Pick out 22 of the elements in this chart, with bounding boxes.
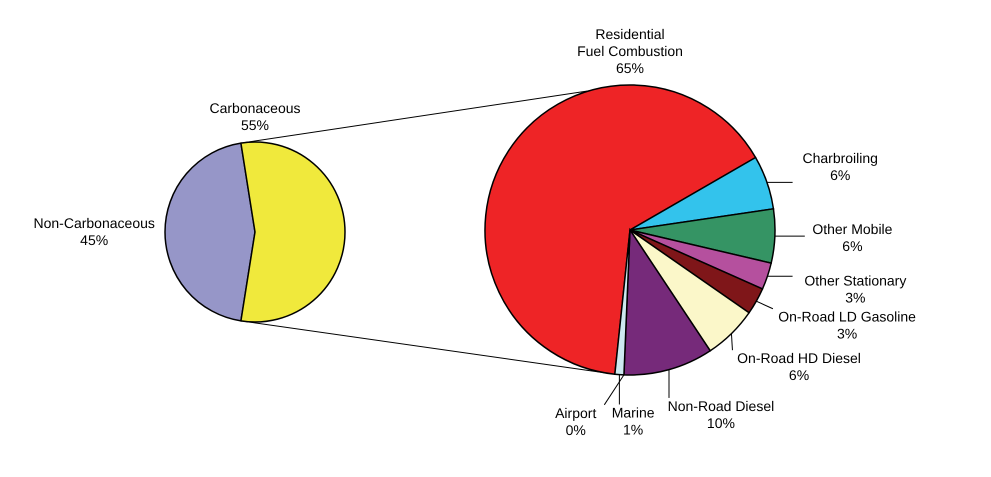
data-label: 45% xyxy=(80,232,108,248)
data-label: 65% xyxy=(616,60,644,76)
data-label: 3% xyxy=(836,326,858,342)
slice-label: Charbroiling xyxy=(802,150,878,166)
slice-label: Residential Fuel Combustion xyxy=(577,26,683,59)
data-label: 6% xyxy=(788,367,810,384)
legend-label: Marine xyxy=(612,404,655,420)
text: 0% xyxy=(566,422,586,438)
data-label: 55% xyxy=(240,117,270,133)
category-label: Airport xyxy=(555,404,596,421)
data-label: 3% xyxy=(845,290,866,306)
data-label: 6% xyxy=(842,238,863,254)
data-label: 6% xyxy=(830,166,850,183)
slice-label: On-Road LD Gasoline xyxy=(778,308,916,325)
slice-label: On-Road HD Diesel xyxy=(737,350,861,366)
data-label: 10% xyxy=(706,414,735,431)
data-label: 1% xyxy=(623,421,644,438)
slice-label: Other Mobile xyxy=(812,221,893,238)
slice-label: Non-Carbonaceous xyxy=(33,215,155,231)
slice-label: Carbonaceous xyxy=(209,100,301,116)
slice-label: Other Stationary xyxy=(804,272,906,289)
slice-label: Non-Road Diesel xyxy=(668,398,774,414)
